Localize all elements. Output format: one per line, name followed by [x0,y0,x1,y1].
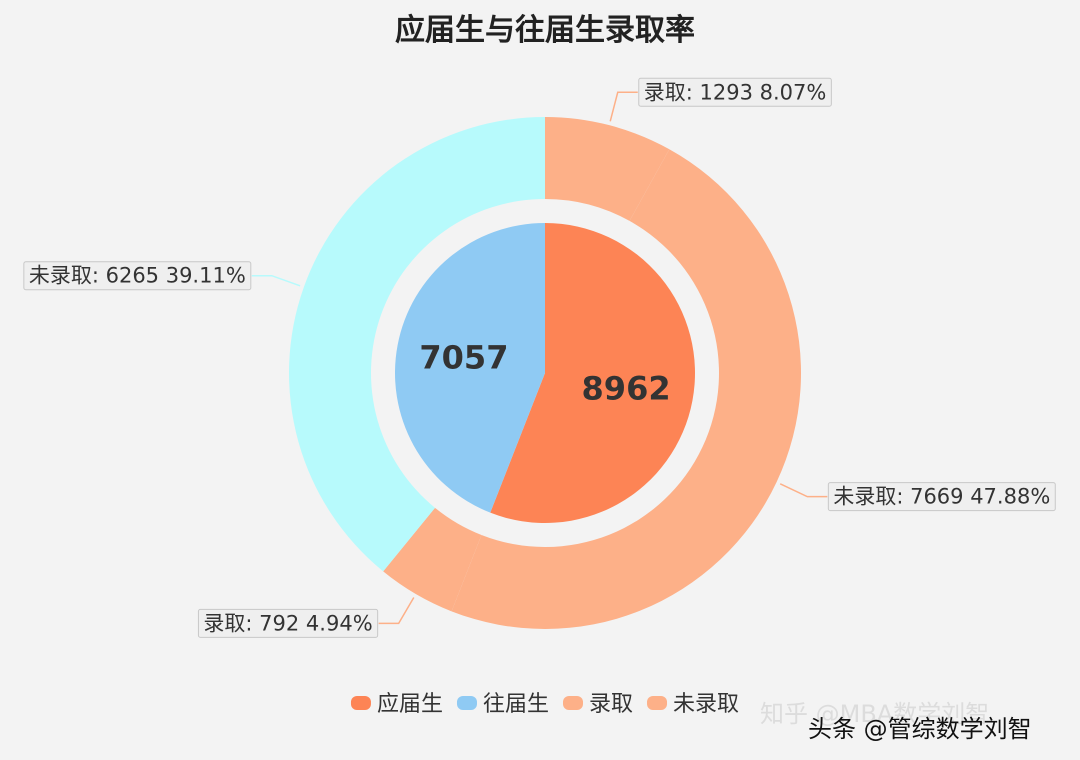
inner-value-labels: 8962 7057 [419,339,670,408]
label-box [197,608,379,638]
inner-slice-0 [490,223,695,523]
zhihu-watermark: 知乎 @MBA数学刘智 [760,700,989,728]
outer-slice-0 [545,117,670,221]
legend-item-2: 录取 [563,692,633,717]
outer-label-0: 录取: 1293 8.07% [638,77,832,107]
outer-label-text: 录取: 792 4.94% [203,611,372,635]
watermark: 知乎 @MBA数学刘智 头条 @管综数学刘智 [760,700,1032,743]
outer-label-text: 录取: 1293 8.07% [644,80,827,104]
leader-line-0 [609,91,638,122]
chart-title: 应届生与往届生录取率 [395,13,695,48]
legend-swatch [456,696,477,710]
label-box [638,77,832,107]
leader-line-2 [378,597,415,625]
legend-swatch [350,696,371,710]
leader-line-3 [251,274,301,287]
legend-item-1: 往届生 [456,692,549,717]
legend-label: 录取 [589,692,633,717]
legend-item-3: 未录取 [647,692,739,717]
inner-value-label-0: 8962 [582,369,671,407]
legend-item-0: 应届生 [350,692,443,717]
outer-label-2: 录取: 792 4.94% [197,608,379,638]
outer-slice-labels: 录取: 1293 8.07% 未录取: 7669 47.88% 录取: 792 4.… [23,77,1056,638]
legend-swatch [563,696,583,710]
outer-label-text: 未录取: 7669 47.88% [833,485,1050,509]
outer-slice-2 [383,507,482,612]
label-box [827,482,1056,512]
outer-slice-1 [451,149,801,629]
outer-slice-3 [288,117,545,572]
leader-line-1 [779,483,828,498]
inner-pie [394,223,695,523]
legend-label: 应届生 [377,692,443,717]
inner-slice-1 [394,223,545,513]
toutiao-watermark: 头条 @管综数学刘智 [808,715,1032,743]
legend-swatch [647,696,668,710]
outer-ring [288,117,801,629]
inner-value-label-1: 7057 [419,339,508,377]
outer-label-3: 未录取: 6265 39.11% [23,261,252,291]
legend: 应届生 往届生 录取 未录取 [350,692,739,717]
outer-label-1: 未录取: 7669 47.88% [827,482,1056,512]
legend-label: 往届生 [483,692,549,717]
label-box [23,261,252,291]
legend-label: 未录取 [673,692,739,717]
outer-label-text: 未录取: 6265 39.11% [29,264,246,288]
